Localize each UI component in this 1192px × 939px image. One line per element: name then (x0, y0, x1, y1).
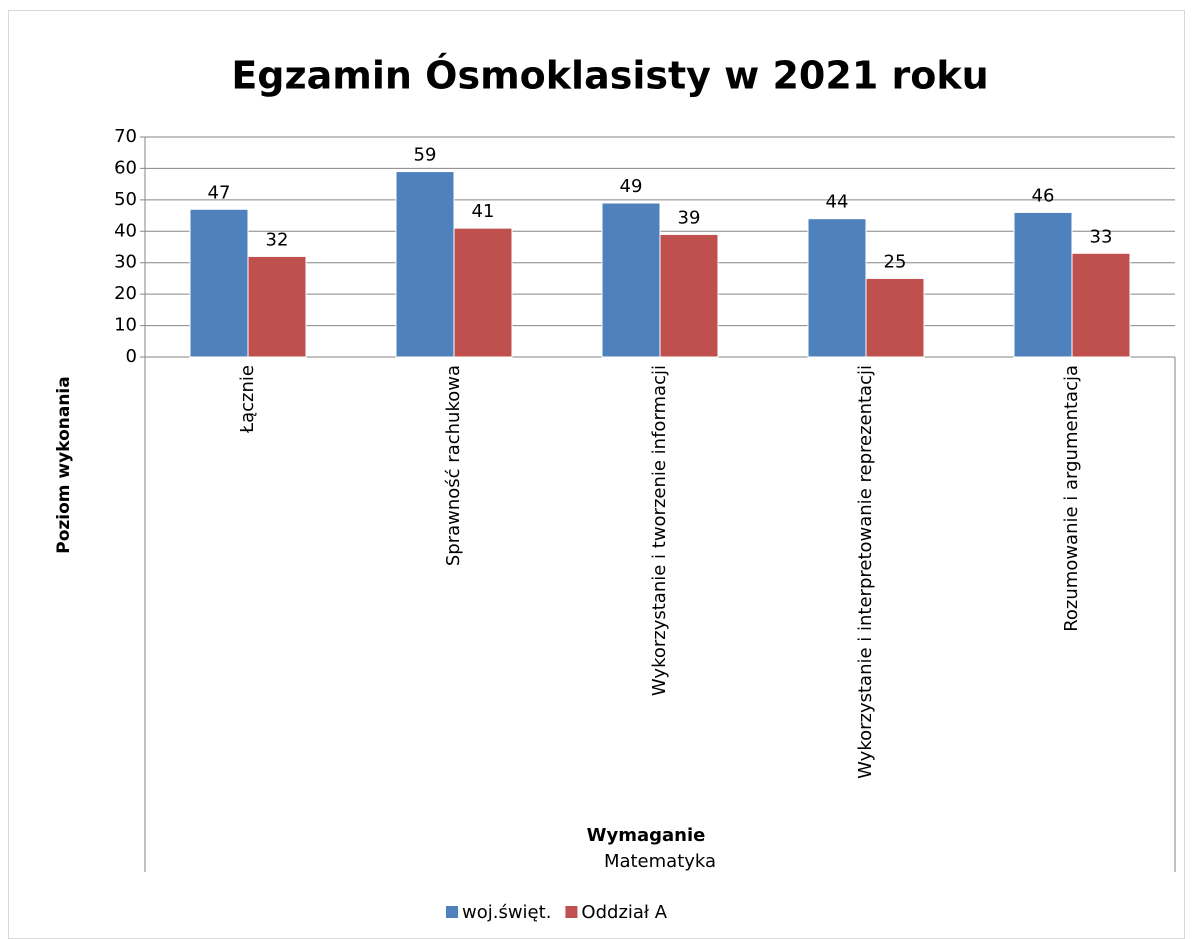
bar (601, 202, 661, 358)
data-label: 25 (884, 251, 907, 272)
x-tick-label: Rozumowanie i argumentacja (1061, 365, 1082, 632)
bar (247, 255, 307, 358)
chart-title: Egzamin Ósmoklasisty w 2021 roku (231, 54, 988, 98)
data-label: 46 (1032, 185, 1055, 206)
bar (1013, 211, 1073, 358)
bar (807, 218, 867, 358)
y-tick-label: 40 (114, 220, 137, 241)
y-tick-label: 20 (114, 283, 137, 304)
y-tick-label: 0 (126, 346, 137, 367)
legend-label: Oddział A (581, 902, 667, 923)
data-label: 49 (620, 176, 643, 197)
bar (453, 227, 513, 358)
x-group-label: Matematyka (604, 851, 716, 872)
y-tick-label: 30 (114, 252, 137, 273)
data-label: 41 (472, 201, 495, 222)
data-label: 32 (266, 229, 289, 250)
y-axis-label: Poziom wykonania (54, 376, 74, 553)
data-label: 59 (414, 145, 437, 166)
y-tick-label: 60 (114, 157, 137, 178)
x-tick-label: Wykorzystanie i interpretowanie reprezen… (855, 365, 876, 779)
x-tick-label: Sprawność rachukowa (443, 365, 464, 566)
y-tick-label: 10 (114, 315, 137, 336)
y-tick-label: 70 (114, 126, 137, 147)
bar (659, 233, 719, 358)
bar (189, 208, 249, 358)
data-label: 33 (1090, 226, 1113, 247)
y-tick-label: 50 (114, 189, 137, 210)
x-axis-label: Wymaganie (587, 825, 706, 846)
legend-label: woj.święt. (462, 902, 551, 923)
bar (395, 171, 455, 358)
legend-swatch (446, 906, 458, 918)
legend-swatch (565, 906, 578, 918)
x-tick-label: Wykorzystanie i tworzenie informacji (649, 365, 670, 696)
data-label: 47 (208, 182, 231, 203)
chart-frame (8, 10, 1185, 939)
bar (865, 277, 925, 358)
data-label: 44 (826, 192, 849, 213)
x-tick-label: Łącznie (237, 365, 258, 434)
data-label: 39 (678, 207, 701, 228)
bar (1071, 252, 1131, 358)
